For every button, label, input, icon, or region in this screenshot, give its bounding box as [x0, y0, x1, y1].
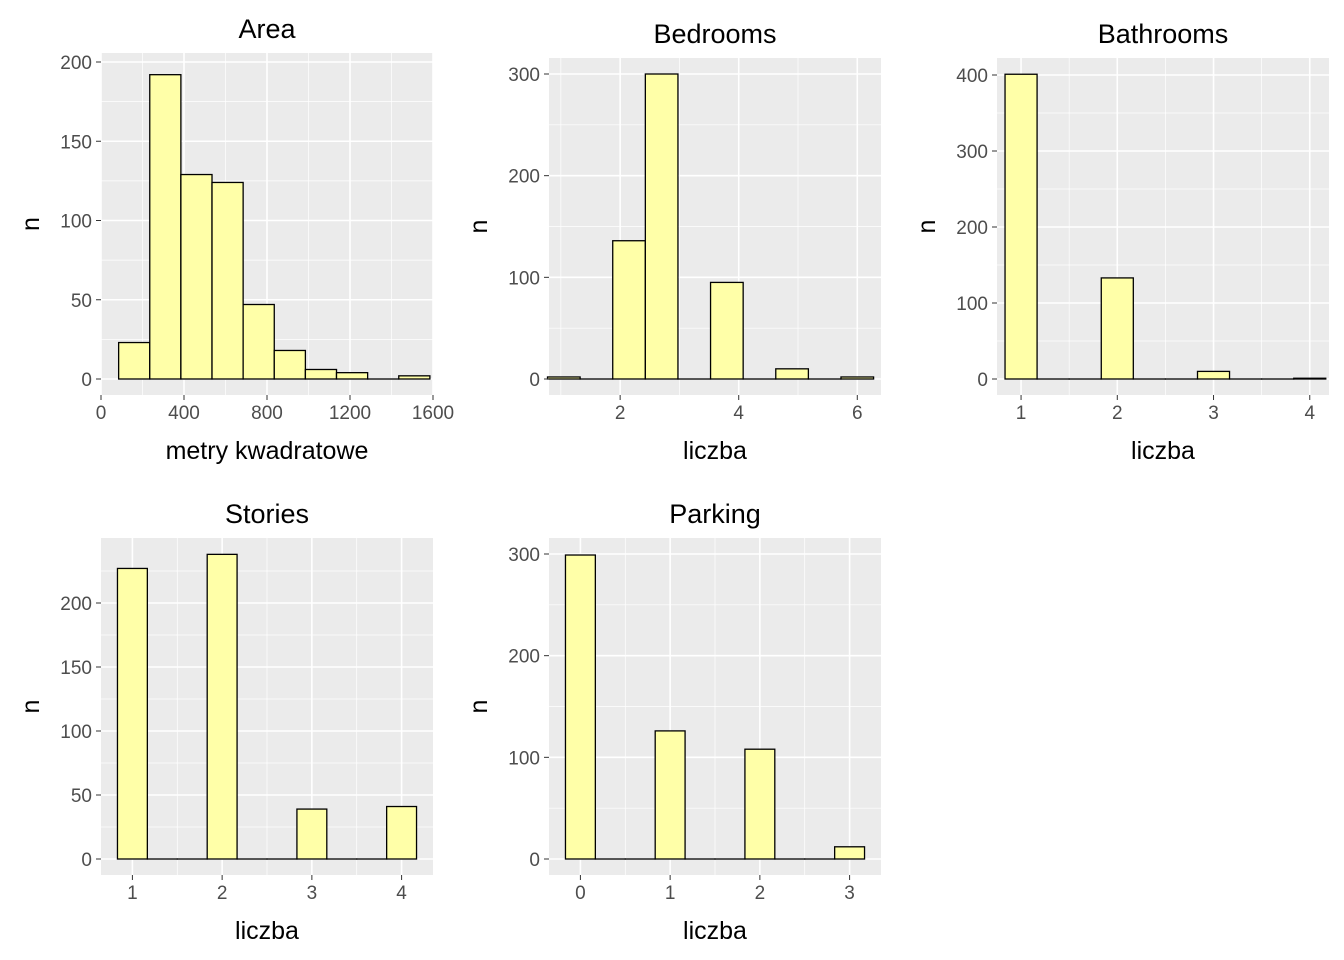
x-axis-label: metry kwadratowe: [166, 437, 369, 465]
x-tick-label: 1200: [329, 403, 371, 424]
bar: [211, 181, 244, 380]
bar: [644, 73, 679, 380]
y-tick-label: 200: [60, 53, 92, 74]
x-tick-label: 3: [1208, 403, 1219, 424]
x-tick-label: 6: [852, 403, 863, 424]
y-tick-label: 400: [956, 66, 988, 87]
x-axis-label: liczba: [683, 917, 747, 945]
y-tick-label: 150: [60, 658, 92, 679]
y-tick-label: 200: [508, 167, 540, 188]
chart-title: Stories: [225, 499, 309, 529]
y-tick-label: 300: [956, 142, 988, 163]
y-tick-label: 300: [508, 65, 540, 86]
bar: [744, 748, 776, 860]
x-tick-label: 1: [1016, 403, 1027, 424]
x-axis-label: liczba: [683, 437, 747, 465]
y-tick-label: 100: [956, 294, 988, 315]
bar: [1100, 277, 1134, 380]
y-tick-label: 100: [508, 268, 540, 289]
x-tick-label: 400: [168, 403, 200, 424]
bar: [840, 376, 875, 380]
bar: [564, 554, 596, 860]
x-axis-label: liczba: [235, 917, 299, 945]
x-tick-label: 4: [1304, 403, 1315, 424]
x-tick-label: 0: [96, 403, 107, 424]
chart-title: Area: [238, 14, 296, 44]
panel-stories: 1 2 3 4 0 50 100 150 200 Stories liczba n: [17, 499, 433, 945]
bar: [304, 368, 338, 380]
y-tick-label: 0: [977, 370, 988, 391]
y-tick-label: 100: [60, 722, 92, 743]
bar: [709, 281, 744, 380]
y-axis-label: n: [465, 700, 493, 714]
x-tick-label: 2: [755, 883, 766, 904]
y-tick-label: 300: [508, 545, 540, 566]
y-axis-label: n: [465, 220, 493, 234]
bar: [1293, 377, 1327, 380]
x-axis-label: liczba: [1131, 437, 1195, 465]
y-tick-label: 200: [60, 594, 92, 615]
chart-title: Bedrooms: [653, 19, 776, 49]
bar: [242, 303, 275, 380]
x-tick-label: 3: [844, 883, 855, 904]
x-tick-label: 4: [733, 403, 744, 424]
x-tick-label: 2: [217, 883, 228, 904]
bar: [206, 553, 238, 860]
x-tick-label: 800: [251, 403, 283, 424]
x-tick-label: 2: [615, 403, 626, 424]
y-tick-label: 150: [60, 132, 92, 153]
y-tick-label: 200: [508, 647, 540, 668]
panel-bedrooms: 2 4 6 0 100 200 300 Bedrooms liczba n: [465, 19, 881, 465]
x-tick-label: 0: [575, 883, 586, 904]
y-tick-label: 0: [529, 370, 540, 391]
y-tick-label: 0: [81, 850, 92, 871]
y-tick-label: 0: [529, 850, 540, 871]
bar: [116, 567, 148, 860]
bar: [1196, 370, 1231, 380]
y-tick-label: 50: [71, 291, 92, 312]
y-tick-label: 50: [71, 786, 92, 807]
y-axis-label: n: [913, 220, 941, 234]
bar: [386, 805, 418, 860]
y-tick-label: 0: [81, 370, 92, 391]
y-axis-label: n: [17, 700, 45, 714]
bar: [612, 240, 646, 380]
bar: [117, 341, 151, 380]
bar: [546, 376, 581, 380]
panel-parking: 0 1 2 3 0 100 200 300 Parking liczba n: [465, 499, 881, 945]
y-axis-label: n: [17, 217, 45, 231]
y-tick-label: 200: [956, 218, 988, 239]
chart-title: Bathrooms: [1098, 19, 1229, 49]
bar: [335, 372, 369, 380]
bar: [398, 375, 431, 380]
x-tick-label: 2: [1112, 403, 1123, 424]
x-tick-label: 1: [127, 883, 138, 904]
x-tick-label: 1: [665, 883, 676, 904]
bar: [1004, 73, 1038, 380]
x-tick-label: 1600: [412, 403, 454, 424]
panel-bathrooms: 1 2 3 4 0 100 200 300 400 Bathrooms liczba n: [913, 19, 1329, 465]
bar: [654, 730, 686, 860]
panel-area: 0 400 800 1200 1600 0 50 100 150 200 Area metry kwa…: [17, 14, 454, 465]
y-tick-label: 100: [60, 212, 92, 233]
bar: [296, 808, 328, 860]
x-tick-label: 4: [396, 883, 407, 904]
chart-title: Parking: [669, 499, 761, 529]
bar: [273, 349, 307, 380]
y-tick-label: 100: [508, 748, 540, 769]
bar: [180, 173, 213, 380]
x-tick-label: 3: [307, 883, 318, 904]
bar: [834, 846, 866, 860]
bar: [149, 74, 182, 380]
bar: [775, 368, 810, 380]
